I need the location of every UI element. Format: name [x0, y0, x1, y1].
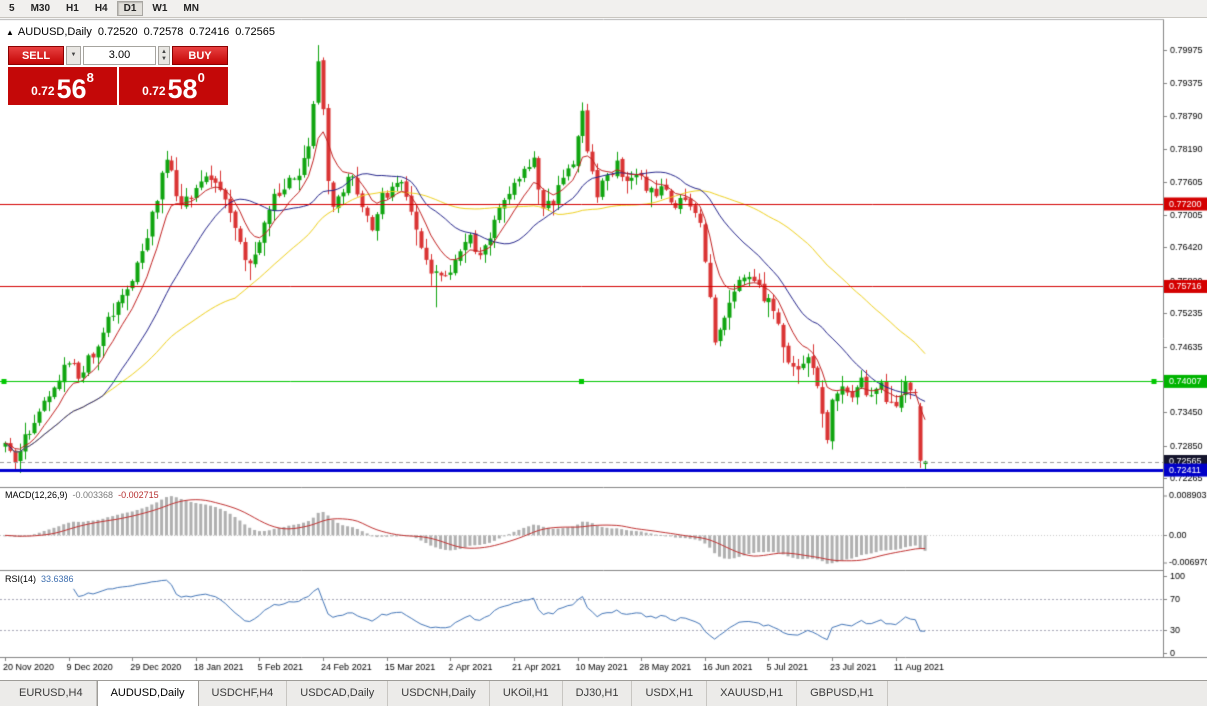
chart-tab-usdchf-h4[interactable]: USDCHF,H4 [199, 681, 288, 706]
timeframe-button-h4[interactable]: H4 [88, 1, 115, 16]
chart-symbol-period: AUDUSD,Daily [17, 26, 92, 38]
volume-stepper[interactable]: ▲ ▼ [158, 46, 170, 65]
timeframe-button-mn[interactable]: MN [176, 1, 206, 16]
sell-price-big: 56 [56, 74, 87, 104]
ohlc-open: 0.72520 [97, 26, 138, 38]
buy-button[interactable]: BUY [172, 46, 228, 65]
chart-tab-usdcnh-daily[interactable]: USDCNH,Daily [388, 681, 490, 706]
sell-button[interactable]: SELL [8, 46, 64, 65]
chart-tabs-bar: EURUSD,H4 AUDUSD,Daily USDCHF,H4 USDCAD,Dai… [0, 680, 1207, 706]
chart-tab-usdcad-daily[interactable]: USDCAD,Daily [287, 681, 389, 706]
macd-signal-value: -0.002715 [118, 490, 159, 500]
sell-price-prefix: 0.72 [31, 84, 55, 98]
rsi-value: 33.6386 [41, 574, 74, 584]
sell-price-sup: 8 [86, 70, 94, 85]
price-chart-canvas[interactable] [0, 18, 1207, 680]
chart-tab-audusd-daily[interactable]: AUDUSD,Daily [96, 681, 199, 706]
one-click-trading-panel: SELL ▼ 3.00 ▲ ▼ BUY 0.72 56 8 0.72 58 0 [8, 46, 228, 105]
macd-name: MACD(12,26,9) [5, 490, 68, 500]
chevron-down-icon: ▼ [70, 52, 77, 58]
chart-tab-gbpusd-h1[interactable]: GBPUSD,H1 [797, 681, 888, 706]
timeframe-button-d1[interactable]: D1 [116, 1, 144, 16]
buy-price-sup: 0 [197, 70, 205, 85]
ohlc-low: 0.72416 [189, 26, 230, 38]
timeframe-button-h1[interactable]: H1 [59, 1, 86, 16]
chevron-up-icon: ▲ [161, 48, 167, 55]
chart-tab-eurusd-h4[interactable]: EURUSD,H4 [6, 681, 97, 706]
macd-indicator-label: MACD(12,26,9) -0.003368 -0.002715 [5, 490, 164, 500]
sell-price-display[interactable]: 0.72 56 8 [8, 67, 117, 105]
chevron-down-icon: ▼ [161, 55, 167, 62]
volume-dropdown-button[interactable]: ▼ [66, 46, 81, 65]
chart-tab-usdx-h1[interactable]: USDX,H1 [632, 681, 708, 706]
rsi-indicator-label: RSI(14) 33.6386 [5, 574, 79, 584]
timeframe-button-5[interactable]: 5 [2, 1, 22, 16]
volume-input[interactable]: 3.00 [83, 46, 156, 65]
one-click-panel-arrow-icon[interactable]: ▲ [6, 28, 14, 37]
buy-price-prefix: 0.72 [142, 84, 166, 98]
ohlc-close: 0.72565 [235, 26, 275, 38]
chart-ohlc-header: ▲ AUDUSD,Daily 0.72520 0.72578 0.72416 0.7256… [6, 26, 281, 38]
rsi-name: RSI(14) [5, 574, 37, 584]
buy-price-display[interactable]: 0.72 58 0 [119, 67, 228, 105]
buy-price-big: 58 [167, 74, 198, 104]
chart-tab-dj30-h1[interactable]: DJ30,H1 [563, 681, 633, 706]
timeframe-button-m30[interactable]: M30 [24, 1, 57, 16]
timeframe-toolbar: 5 M30 H1 H4 D1 W1 MN [0, 0, 1207, 18]
chart-tab-xauusd-h1[interactable]: XAUUSD,H1 [707, 681, 798, 706]
macd-main-value: -0.003368 [72, 490, 114, 500]
ohlc-high: 0.72578 [143, 26, 184, 38]
chart-tab-ukoil-h1[interactable]: UKOil,H1 [490, 681, 563, 706]
timeframe-button-w1[interactable]: W1 [145, 1, 174, 16]
